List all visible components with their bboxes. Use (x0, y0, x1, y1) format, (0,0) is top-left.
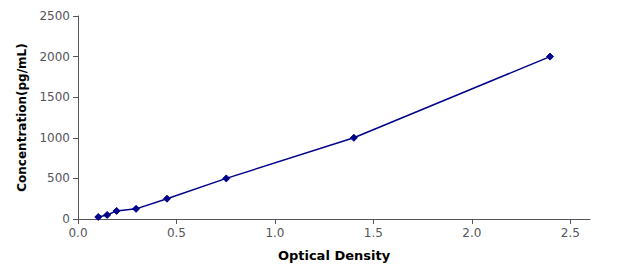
svg-text:0.0: 0.0 (68, 226, 87, 240)
svg-text:1.5: 1.5 (364, 226, 383, 240)
svg-text:1.0: 1.0 (265, 226, 284, 240)
svg-text:2500: 2500 (39, 9, 70, 23)
svg-text:2.0: 2.0 (462, 226, 481, 240)
svg-text:1500: 1500 (39, 90, 70, 104)
svg-text:1000: 1000 (39, 131, 70, 145)
svg-text:Optical Density: Optical Density (278, 248, 391, 263)
svg-text:500: 500 (47, 171, 70, 185)
svg-text:2.5: 2.5 (561, 226, 580, 240)
svg-text:0.5: 0.5 (167, 226, 186, 240)
svg-text:Concentration(pg/mL): Concentration(pg/mL) (15, 43, 29, 191)
svg-text:0: 0 (62, 212, 70, 226)
svg-text:2000: 2000 (39, 50, 70, 64)
